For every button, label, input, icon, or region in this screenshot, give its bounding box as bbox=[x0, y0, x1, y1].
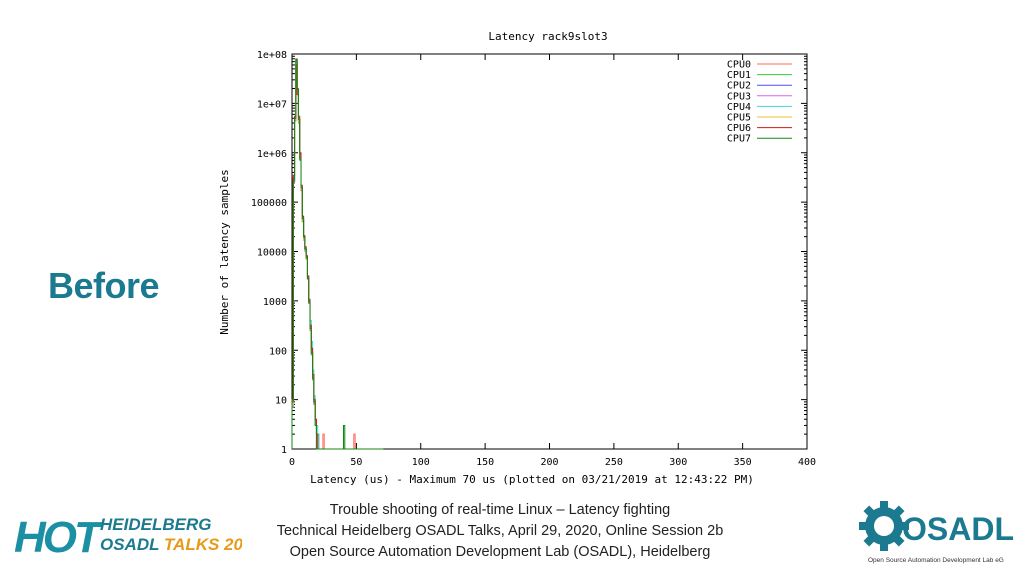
y-tick-label: 1e+08 bbox=[257, 50, 287, 61]
series-line-cpu4 bbox=[291, 62, 377, 450]
y-tick-label: 1 bbox=[281, 445, 287, 456]
y-tick-label: 10 bbox=[275, 396, 287, 407]
series-line-cpu1 bbox=[291, 61, 371, 450]
legend-label: CPU3 bbox=[727, 91, 751, 102]
footer-line: Technical Heidelberg OSADL Talks, April … bbox=[276, 523, 724, 539]
hot-osadl-talks-logo: HOT HEIDELBERG OSADL TALKS 2020 bbox=[14, 513, 242, 558]
legend-label: CPU5 bbox=[727, 113, 751, 124]
y-tick-label: 1000 bbox=[263, 297, 287, 308]
y-tick-label: 1e+07 bbox=[257, 99, 287, 110]
y-axis-label: Number of latency samples bbox=[218, 169, 231, 335]
footer-line: Trouble shooting of real-time Linux – La… bbox=[329, 502, 671, 518]
x-tick-label: 0 bbox=[289, 457, 295, 468]
x-tick-label: 300 bbox=[669, 457, 687, 468]
y-tick-label: 100000 bbox=[251, 198, 287, 209]
slide-heading: Before bbox=[48, 265, 160, 306]
y-tick-label: 10000 bbox=[257, 248, 287, 259]
legend-label: CPU4 bbox=[727, 102, 751, 113]
legend-label: CPU0 bbox=[727, 60, 751, 71]
logo-talks-text: OSADL TALKS 2020 bbox=[100, 535, 242, 554]
footer-line: Open Source Automation Development Lab (… bbox=[289, 544, 711, 560]
legend-label: CPU2 bbox=[727, 81, 751, 92]
logo-osadl-word: OSADL bbox=[100, 535, 164, 554]
x-axis: 0 50 100 150 200 250 300 350 400 bbox=[289, 54, 816, 468]
x-tick-label: 200 bbox=[540, 457, 558, 468]
y-axis: 1 10 100 1000 10000 100000 1e+06 1e+07 1e+08 bbox=[251, 50, 807, 456]
legend-label: CPU7 bbox=[727, 134, 751, 145]
logo-hot-text: HOT bbox=[14, 513, 104, 558]
legend-label: CPU1 bbox=[727, 70, 751, 81]
logo-heidelberg-text: HEIDELBERG bbox=[100, 515, 211, 534]
series-layer bbox=[291, 58, 384, 450]
osadl-logo: OSADL Open Source Automation Development… bbox=[859, 501, 1014, 564]
chart-title: Latency rack9slot3 bbox=[488, 30, 607, 43]
series-line-cpu6 bbox=[291, 64, 368, 450]
footer-text: Trouble shooting of real-time Linux – La… bbox=[250, 500, 750, 563]
x-tick-label: 50 bbox=[350, 457, 362, 468]
x-tick-label: 350 bbox=[734, 457, 752, 468]
series-line-cpu0 bbox=[291, 58, 365, 450]
x-tick-label: 250 bbox=[605, 457, 623, 468]
legend-label: CPU6 bbox=[727, 123, 751, 134]
logo-osadl-name: OSADL bbox=[902, 511, 1014, 547]
x-tick-label: 400 bbox=[798, 457, 816, 468]
x-tick-label: 150 bbox=[476, 457, 494, 468]
series-line-cpu7 bbox=[291, 58, 384, 450]
x-tick-label: 100 bbox=[412, 457, 430, 468]
y-tick-label: 100 bbox=[269, 346, 287, 357]
series-line-cpu5 bbox=[291, 61, 374, 450]
gear-icon bbox=[859, 501, 909, 551]
series-line-cpu2 bbox=[291, 59, 358, 450]
logo-talks-word: TALKS 2020 bbox=[164, 535, 242, 554]
series-line-cpu3 bbox=[291, 60, 367, 450]
x-axis-label: Latency (us) - Maximum 70 us (plotted on… bbox=[310, 473, 754, 486]
y-tick-label: 1e+06 bbox=[257, 149, 287, 160]
logo-osadl-subtitle: Open Source Automation Development Lab e… bbox=[868, 557, 1004, 564]
